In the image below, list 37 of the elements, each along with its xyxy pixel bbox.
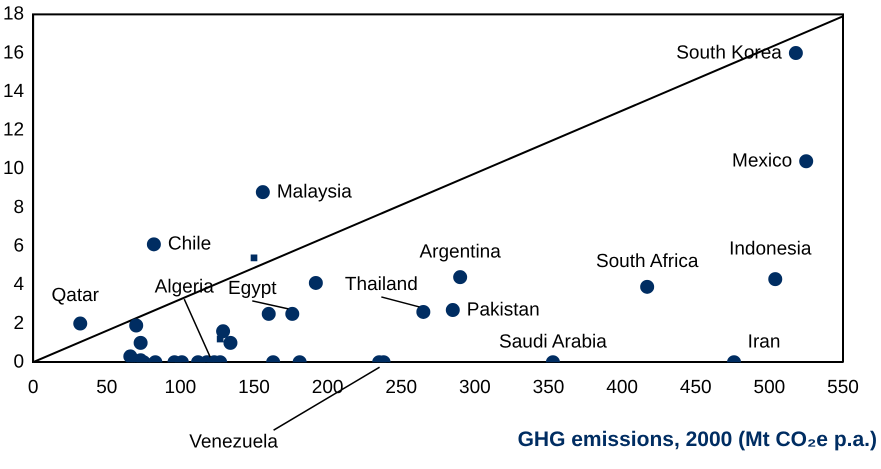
annotation: Malaysia xyxy=(276,181,352,202)
y-tick-label: 0 xyxy=(14,351,24,372)
y-tick-label: 16 xyxy=(2,42,24,64)
x-tick-label: 150 xyxy=(238,376,270,398)
annotation: Egypt xyxy=(228,278,278,300)
y-tick-label: 4 xyxy=(14,274,25,296)
annotation: Venezuela xyxy=(189,431,278,452)
annotation: Iran xyxy=(748,331,780,352)
annotation: Qatar xyxy=(51,284,100,306)
annotation: Mexico xyxy=(732,150,792,172)
annotation: Chile xyxy=(168,234,212,255)
x-tick-label: 0 xyxy=(28,376,38,398)
annotation: Pakistan xyxy=(466,299,540,320)
y-tick-label: 2 xyxy=(14,312,24,334)
x-tick-label: 500 xyxy=(754,376,786,398)
y-tick-label: 10 xyxy=(2,158,24,180)
x-tick-label: 450 xyxy=(680,376,712,398)
x-axis-title: GHG emissions, 2000 (Mt CO₂e p.a.) xyxy=(518,428,877,452)
x-tick-label: 200 xyxy=(312,376,344,398)
annotation: South Africa xyxy=(596,251,699,272)
x-tick-label: 350 xyxy=(532,376,564,398)
annotation: Thailand xyxy=(344,274,418,296)
y-tick-label: 8 xyxy=(14,196,24,218)
x-tick-label: 300 xyxy=(459,376,491,398)
y-tick-label: 14 xyxy=(2,80,25,102)
annotation: Algeria xyxy=(154,276,214,298)
annotation: Saudi Arabia xyxy=(499,331,608,352)
annotation: Argentina xyxy=(419,241,502,262)
y-tick-label: 6 xyxy=(14,236,24,256)
x-tick-label: 400 xyxy=(606,376,638,398)
y-tick-label: 18 xyxy=(2,4,24,25)
y-tick-label: 12 xyxy=(2,120,24,141)
x-tick-label: 50 xyxy=(96,376,118,398)
x-tick-label: 250 xyxy=(385,376,418,398)
x-tick-label: 100 xyxy=(164,376,196,398)
x-tick-label: 550 xyxy=(827,376,859,398)
annotation: Indonesia xyxy=(729,238,812,260)
